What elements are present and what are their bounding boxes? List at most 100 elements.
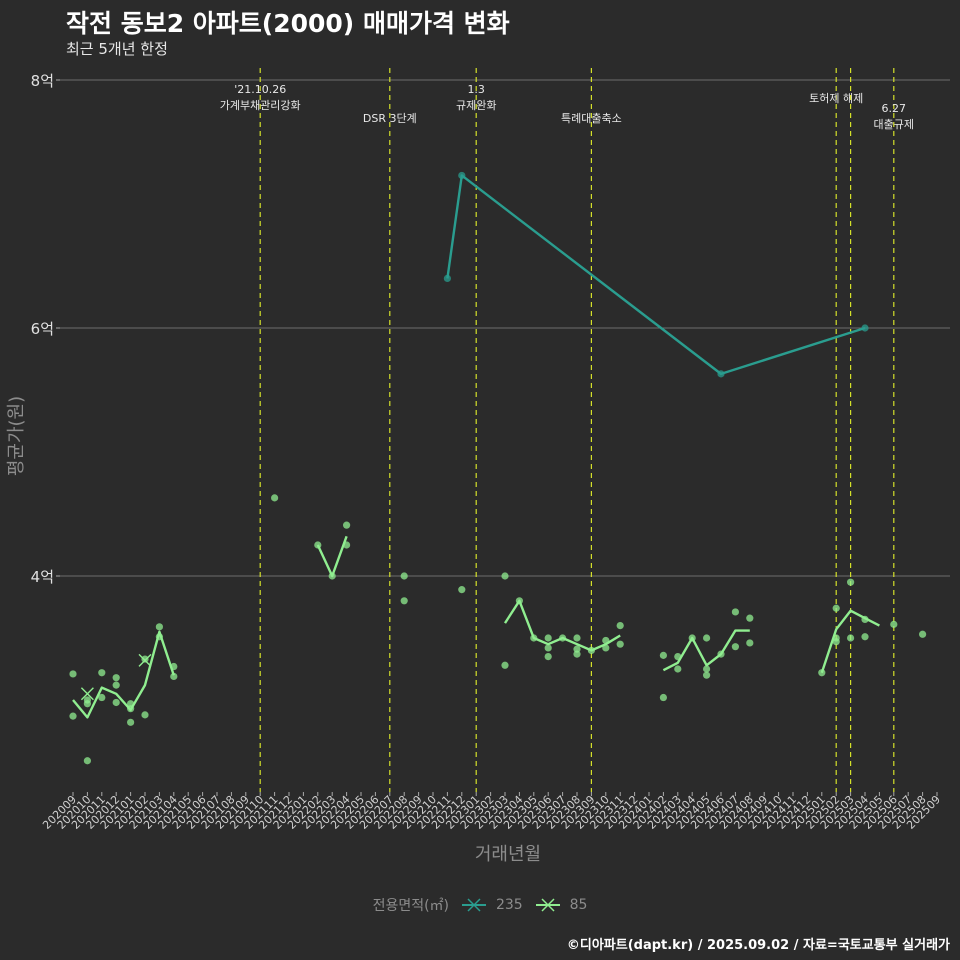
data-point-85 — [343, 521, 351, 529]
data-point-85 — [112, 674, 120, 682]
legend-title: 전용면적(㎡) — [372, 898, 450, 914]
source-caption: ©디아파트(dapt.kr) / 2025.09.02 / 자료=국토교통부 실… — [566, 938, 950, 953]
data-point-85 — [602, 636, 610, 645]
data-point-85 — [616, 622, 624, 630]
series-line-85 — [72, 630, 175, 719]
legend: 전용면적(㎡) 235 85 — [0, 895, 960, 915]
data-point-85 — [400, 597, 408, 605]
x-axis-label: 거래년월 — [475, 844, 541, 865]
data-point-85 — [69, 712, 77, 720]
data-point-85 — [573, 634, 581, 642]
data-point-85 — [127, 718, 135, 726]
event-label: 1.3 — [467, 83, 485, 96]
data-point-85 — [544, 653, 552, 661]
chart-subtitle: 최근 5개년 한정 — [66, 40, 168, 58]
data-point-85 — [818, 669, 826, 677]
event-label: DSR 3단계 — [363, 112, 417, 125]
series-line-85 — [503, 599, 621, 652]
data-point-85 — [731, 643, 740, 651]
data-point-85 — [515, 597, 524, 605]
event-label: 6.27 — [882, 102, 907, 115]
data-point-85 — [271, 494, 279, 502]
axes: 4억6억8억2020092020102020112020122021012021… — [31, 72, 943, 832]
event-label: 특례대출축소 — [561, 112, 622, 125]
data-point-85 — [746, 614, 754, 622]
event-label: '21.10.26 — [234, 83, 286, 96]
data-point-85 — [674, 665, 682, 673]
legend-key-85 — [536, 898, 561, 912]
data-point-85 — [83, 757, 91, 765]
chart-title: 작전 동보2 아파트(2000) 매매가격 변화 — [66, 9, 510, 38]
data-point-85 — [674, 653, 682, 661]
series — [69, 171, 927, 765]
data-point-85 — [170, 672, 178, 681]
data-point-85 — [127, 700, 135, 708]
data-point-85 — [832, 638, 840, 646]
series-line-85 — [820, 609, 880, 674]
series-line-235 — [446, 174, 866, 376]
data-point-85 — [890, 620, 898, 628]
event-label: 대출규제 — [874, 118, 914, 131]
data-point-235 — [458, 171, 466, 180]
data-point-85 — [861, 615, 869, 624]
y-tick-label: 4억 — [31, 568, 54, 586]
data-point-85 — [688, 634, 696, 642]
data-point-235 — [717, 370, 725, 378]
data-point-85 — [112, 681, 120, 689]
data-point-85 — [501, 572, 509, 580]
data-point-85 — [155, 633, 163, 641]
event-label: 규제완화 — [456, 99, 496, 112]
data-point-85 — [832, 604, 840, 612]
data-point-85 — [98, 693, 106, 702]
data-point-85 — [400, 572, 408, 580]
legend-key-235 — [462, 898, 487, 912]
series-line-85 — [316, 535, 348, 578]
data-point-85 — [919, 630, 927, 638]
data-point-85 — [847, 578, 855, 586]
data-point-85 — [83, 700, 91, 708]
y-tick-label: 8억 — [31, 72, 54, 90]
data-point-85 — [343, 541, 351, 549]
data-point-85 — [544, 644, 552, 652]
data-point-85 — [501, 661, 509, 669]
data-point-85 — [587, 646, 596, 655]
series-line-85 — [662, 629, 750, 672]
data-point-85 — [703, 671, 711, 679]
data-point-85 — [847, 634, 855, 642]
y-tick-label: 6억 — [31, 320, 54, 338]
x-marker — [80, 687, 94, 701]
data-point-85 — [559, 634, 567, 642]
data-point-85 — [703, 634, 711, 642]
data-point-85 — [544, 634, 552, 642]
data-point-85 — [98, 669, 106, 677]
data-point-85 — [731, 608, 740, 616]
data-point-235 — [443, 274, 451, 282]
data-point-85 — [602, 644, 610, 652]
data-point-85 — [328, 572, 336, 580]
data-point-85 — [155, 623, 163, 631]
data-point-85 — [69, 670, 77, 678]
event-label: 가계부채관리강화 — [220, 99, 301, 112]
data-point-85 — [717, 650, 725, 658]
data-point-85 — [112, 698, 120, 707]
data-point-85 — [861, 633, 869, 641]
x-marker — [138, 653, 152, 667]
data-point-85 — [659, 651, 668, 659]
legend-label-85: 85 — [569, 897, 588, 913]
data-point-85 — [659, 693, 668, 702]
data-point-85 — [170, 662, 178, 671]
y-axis-label: 평균가(원) — [6, 396, 27, 476]
data-point-85 — [573, 650, 581, 658]
data-point-85 — [746, 639, 754, 647]
data-point-85 — [573, 645, 581, 653]
data-point-85 — [127, 705, 135, 713]
data-point-85 — [141, 711, 149, 719]
data-point-85 — [141, 655, 149, 663]
data-point-235 — [861, 324, 869, 332]
data-point-85 — [616, 640, 624, 648]
data-point-85 — [314, 541, 322, 549]
data-point-85 — [703, 665, 711, 673]
data-point-85 — [458, 586, 466, 594]
